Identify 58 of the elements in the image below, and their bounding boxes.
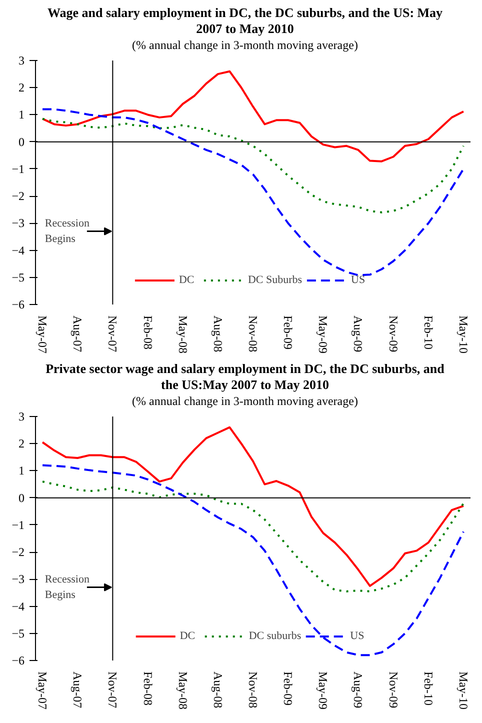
x-tick-label: Nov-08 bbox=[246, 672, 260, 708]
x-tick-label: May-07 bbox=[36, 672, 50, 710]
chart-subtitle: (% annual change in 3-month moving average) bbox=[131, 38, 359, 52]
y-tick-label: −6 bbox=[12, 298, 25, 312]
y-tick-label: −4 bbox=[12, 599, 25, 614]
y-tick-label: −3 bbox=[12, 572, 25, 586]
y-tick-label: 2 bbox=[18, 80, 24, 95]
ref-line-label: Recession Begins bbox=[44, 574, 90, 602]
x-tick-label: Aug-07 bbox=[70, 316, 85, 352]
y-tick-label: −1 bbox=[12, 518, 25, 532]
y-tick-label: −6 bbox=[12, 654, 25, 668]
x-tick-label: May-08 bbox=[176, 672, 190, 710]
x-tick-label: Aug-07 bbox=[70, 672, 85, 708]
y-tick-label: 0 bbox=[18, 490, 24, 505]
x-tick-label: May-09 bbox=[316, 316, 330, 354]
x-tick-label: Aug-08 bbox=[210, 316, 225, 352]
x-tick-label: Aug-09 bbox=[351, 672, 366, 708]
legend-label: US bbox=[351, 274, 366, 286]
y-tick-label: 3 bbox=[18, 54, 24, 68]
y-tick-label: −2 bbox=[12, 545, 25, 560]
x-tick-label: May-10 bbox=[456, 316, 470, 354]
x-tick-label: May-08 bbox=[176, 316, 190, 354]
x-tick-label: Nov-09 bbox=[386, 672, 400, 708]
legend-label: DC Suburbs bbox=[248, 274, 302, 286]
chart-title: Wage and salary employment in DC, the DC suburbs, and the US: May 2007 to May 2010 bbox=[46, 5, 444, 38]
y-tick-label: 1 bbox=[18, 108, 24, 122]
x-tick-label: May-07 bbox=[36, 316, 50, 354]
x-tick-label: Feb-08 bbox=[140, 672, 155, 706]
y-tick-label: 1 bbox=[18, 464, 24, 478]
chart-subtitle: (% annual change in 3-month moving average) bbox=[131, 394, 359, 408]
x-tick-label: Feb-09 bbox=[281, 672, 296, 706]
x-tick-label: May-09 bbox=[316, 672, 330, 710]
x-tick-label: Nov-09 bbox=[386, 316, 400, 352]
x-tick-label: Feb-09 bbox=[281, 316, 296, 350]
x-tick-label: Nov-08 bbox=[246, 316, 260, 352]
y-tick-label: −3 bbox=[12, 216, 25, 230]
x-tick-label: Feb-10 bbox=[421, 316, 436, 350]
legend-label: DC bbox=[178, 274, 196, 286]
y-tick-label: −5 bbox=[12, 270, 25, 284]
legend-label: DC bbox=[180, 630, 196, 642]
ref-line-label: Recession Begins bbox=[44, 218, 90, 246]
y-tick-label: −5 bbox=[12, 626, 25, 640]
y-tick-label: 3 bbox=[18, 410, 24, 424]
x-tick-label: May-10 bbox=[456, 672, 470, 710]
x-tick-label: Nov-07 bbox=[106, 672, 120, 708]
y-tick-label: 2 bbox=[18, 436, 24, 451]
x-tick-label: Feb-10 bbox=[421, 672, 436, 706]
y-tick-label: −4 bbox=[12, 243, 25, 258]
legend-label: DC suburbs bbox=[248, 630, 302, 642]
x-tick-label: Feb-08 bbox=[140, 316, 155, 350]
x-tick-label: Aug-08 bbox=[210, 672, 225, 708]
x-tick-label: Nov-07 bbox=[106, 316, 120, 352]
chart-title: Private sector wage and salary employment in DC, the DC suburbs, and the US:May 2007 to May 2010 bbox=[45, 361, 445, 394]
y-tick-label: 0 bbox=[18, 134, 24, 149]
x-tick-label: Aug-09 bbox=[351, 316, 366, 352]
legend-label: US bbox=[350, 630, 366, 642]
y-tick-label: −1 bbox=[12, 162, 25, 176]
y-tick-label: −2 bbox=[12, 189, 25, 204]
